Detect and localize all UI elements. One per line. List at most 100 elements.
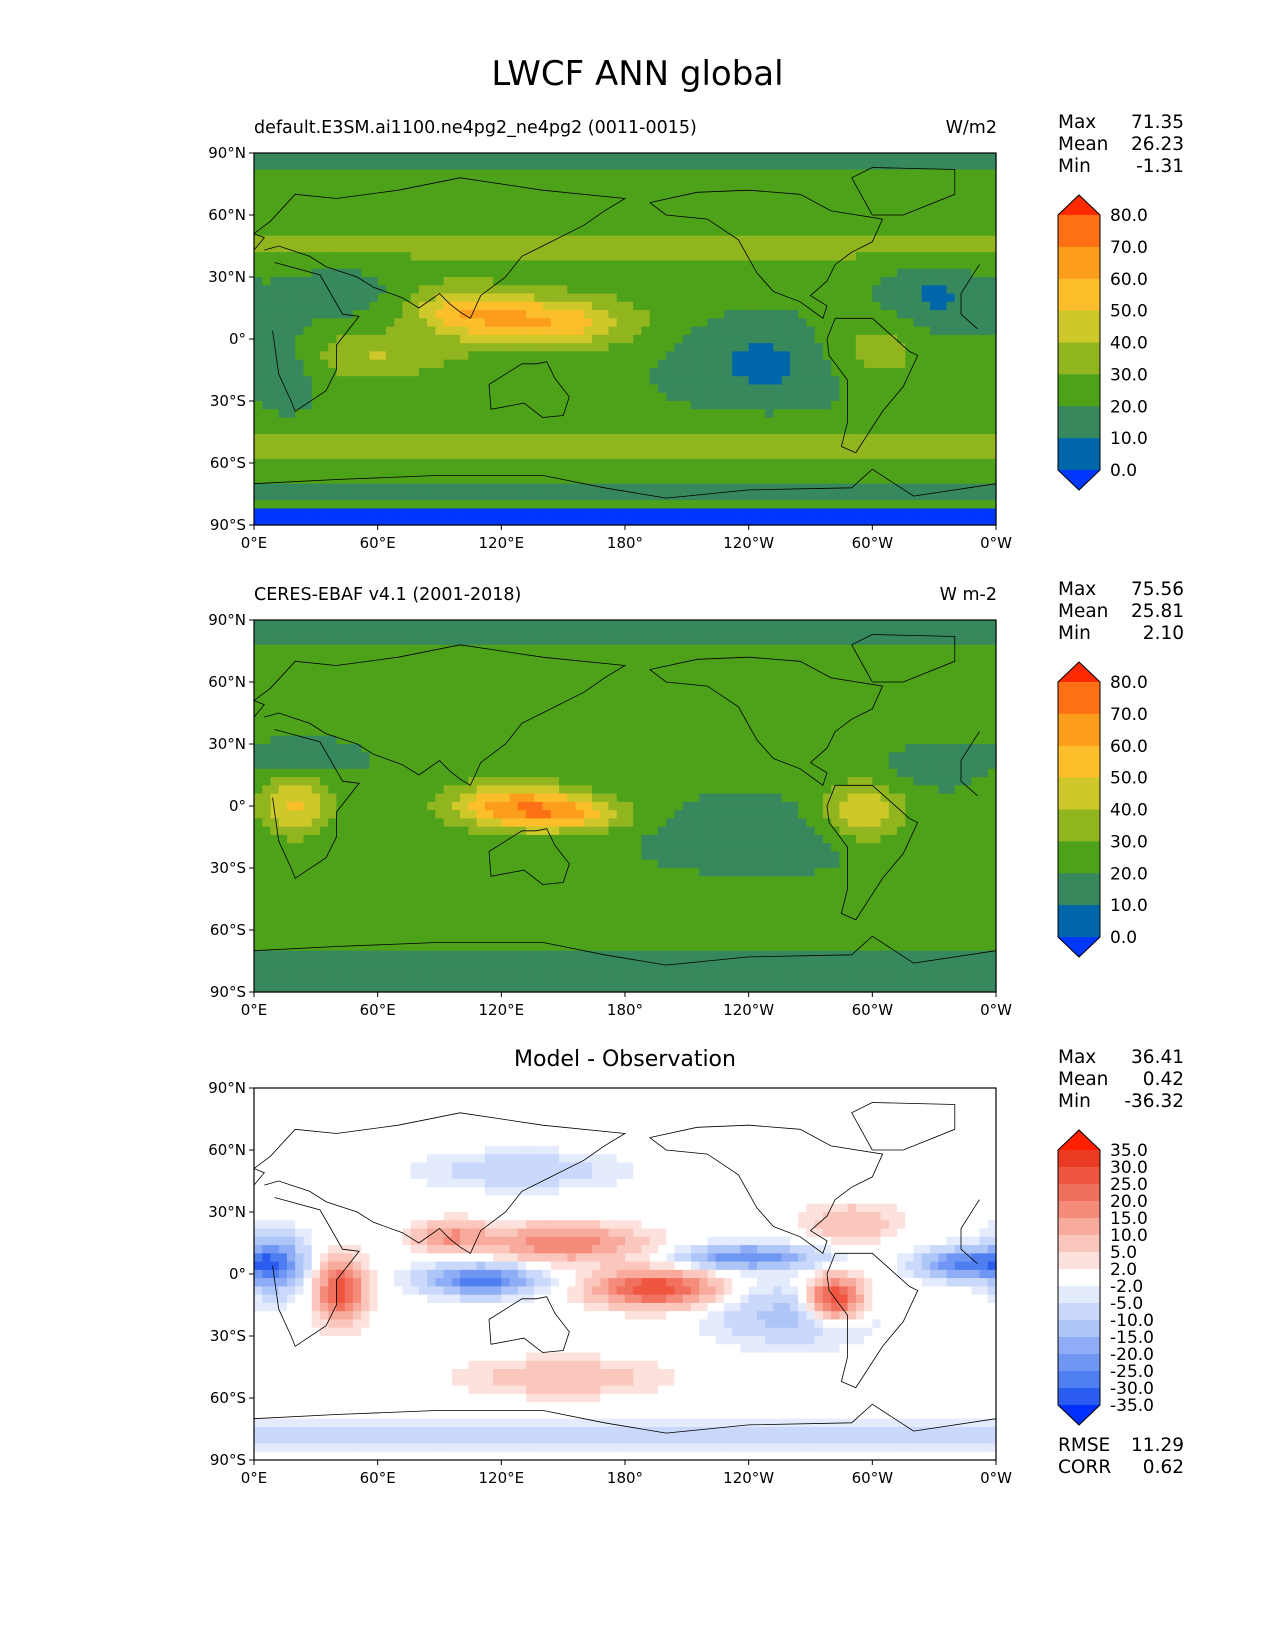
field-cell [270,318,280,328]
field-cell [311,351,321,361]
field-cell [542,252,552,262]
field-cell [402,153,412,162]
field-cell [410,636,420,646]
field-cell [682,202,692,212]
field-cell [781,293,791,303]
field-cell [542,475,552,485]
field-cell [946,219,956,228]
field-cell [608,310,618,319]
field-cell [509,161,519,171]
field-cell [930,500,939,510]
field-cell [550,467,560,476]
field-cell [311,628,321,638]
field-cell [806,243,816,253]
field-cell [930,458,939,468]
field-cell [616,177,626,187]
field-cell [666,186,676,195]
field-cell [682,285,692,295]
field-cell [748,686,758,695]
field-cell [559,252,568,262]
field-cell [550,186,560,195]
field-cell [443,467,453,476]
field-cell [773,620,783,629]
field-cell [278,235,288,245]
field-cell [806,475,816,485]
field-cell [319,450,329,460]
field-cell [649,620,659,629]
field-cell [740,334,750,344]
field-cell [443,301,453,311]
field-cell [814,628,824,638]
field-cell [410,401,420,410]
field-cell [460,161,469,171]
field-cell [690,500,700,510]
field-cell [427,293,436,303]
field-cell [732,442,742,452]
field-cell [781,686,791,695]
field-cell [732,669,742,679]
field-cell [526,475,535,485]
field-cell [476,508,486,518]
field-cell [963,343,972,352]
field-cell [847,202,857,212]
field-cell [847,409,857,419]
field-cell [814,227,824,237]
field-cell [410,677,420,687]
field-cell [608,467,618,476]
field-cell [872,285,882,295]
field-cell [682,628,692,638]
field-cell [888,301,898,311]
field-cell [394,367,403,377]
field-cell [526,516,535,526]
field-cell [336,202,346,212]
field-cell [740,318,750,328]
field-cell [361,318,371,328]
field-cell [443,186,453,195]
field-cell [831,384,840,394]
field-cell [633,219,643,228]
field-cell [740,219,750,228]
field-cell [328,169,338,179]
field-cell [451,235,461,245]
field-cell [888,194,898,204]
field-cell [649,243,659,253]
field-cell [501,194,511,204]
field-cell [872,310,882,319]
field-cell [963,334,972,344]
field-cell [352,661,362,671]
field-cell [740,409,750,419]
field-cell [897,177,906,187]
field-cell [880,235,890,245]
field-cell [608,620,618,629]
field-cell [501,310,511,319]
field-cell [402,293,412,303]
field-cell [319,686,329,695]
field-cell [501,442,511,452]
field-cell [262,694,272,704]
field-cell [270,268,280,278]
field-cell [270,500,280,510]
field-cell [583,491,593,501]
field-cell [592,227,601,237]
field-cell [748,260,758,270]
field-cell [616,359,626,369]
field-cell [814,620,824,629]
field-cell [468,153,478,162]
field-cell [806,669,816,679]
field-cell [286,384,296,394]
field-cell [938,384,948,394]
field-cell [361,644,371,654]
field-cell [575,425,585,435]
field-cell [270,153,280,162]
field-cell [286,243,296,253]
field-cell [864,653,873,662]
field-cell [385,467,395,476]
field-cell [435,169,445,179]
field-cell [394,434,403,443]
field-cell [971,475,981,485]
field-cell [385,194,395,204]
field-cell [723,475,733,485]
field-cell [254,620,263,629]
field-cell [509,376,519,386]
field-cell [839,409,849,419]
